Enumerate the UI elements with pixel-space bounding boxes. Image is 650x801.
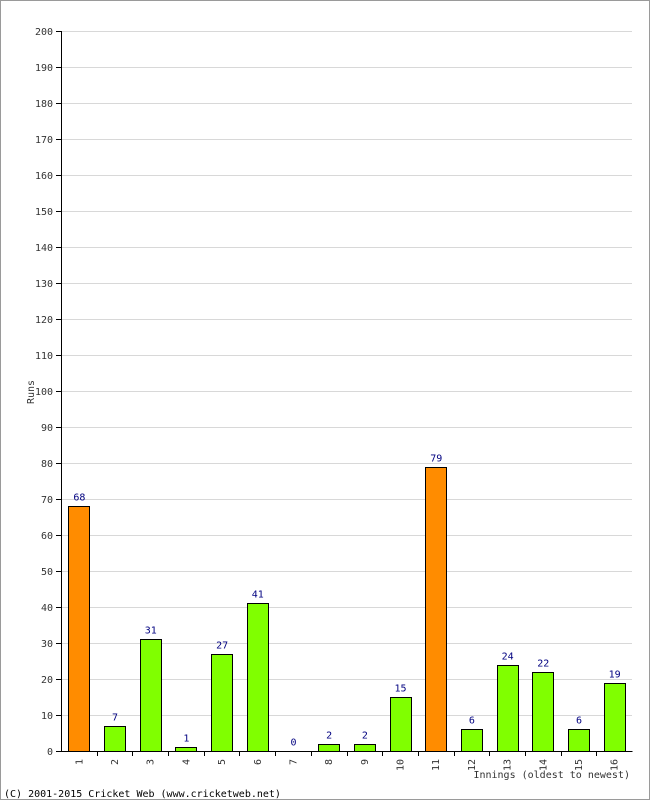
bar-value-label: 19	[609, 670, 621, 681]
x-tick-label: 9	[360, 759, 371, 765]
bar-innings-9	[354, 744, 376, 752]
y-tick-label: 190	[35, 63, 53, 74]
x-tick-label: 12	[467, 759, 478, 771]
bar-innings-1	[68, 506, 90, 752]
bar-value-label: 68	[73, 493, 85, 504]
bar-value-label: 41	[252, 590, 264, 601]
bar-innings-4	[175, 747, 197, 752]
y-tick-label: 50	[41, 567, 53, 578]
bar-value-label: 2	[362, 731, 368, 742]
y-tick-label: 70	[41, 495, 53, 506]
y-tick-label: 130	[35, 279, 53, 290]
grid-lines	[61, 31, 632, 716]
bar-innings-6	[247, 603, 269, 752]
bar-value-label: 31	[145, 626, 157, 637]
x-tick-label: 3	[146, 759, 157, 765]
y-axis-ticks: 0 10 20 30 40 50 60 70 80 90 100 110 120 130 140 150 160…	[35, 27, 61, 758]
x-tick-label: 13	[503, 759, 514, 771]
y-tick-label: 60	[41, 531, 53, 542]
y-tick-label: 160	[35, 171, 53, 182]
y-tick-label: 0	[47, 747, 53, 758]
bar-innings-5	[211, 654, 233, 752]
y-tick-label: 140	[35, 243, 53, 254]
bar-innings-3	[140, 639, 162, 752]
x-tick-label: 10	[396, 759, 407, 771]
x-tick-label: 8	[324, 759, 335, 765]
y-tick-label: 100	[35, 387, 53, 398]
x-tick-label: 1	[74, 759, 85, 765]
x-tick-label: 7	[288, 759, 299, 765]
bar-innings-14	[532, 672, 554, 752]
x-tick-label: 14	[538, 759, 549, 771]
bar-value-label: 6	[469, 716, 475, 727]
bar-innings-13	[497, 665, 519, 752]
x-tick-label: 15	[574, 759, 585, 771]
x-tick-label: 5	[217, 759, 228, 765]
y-tick-label: 40	[41, 603, 53, 614]
bar-value-label: 1	[183, 734, 189, 745]
x-axis-title: Innings (oldest to newest)	[473, 770, 630, 781]
y-tick-label: 30	[41, 639, 53, 650]
bar-innings-12	[461, 729, 483, 752]
x-axis-ticks: 1 2 3 4 5 6 7 8 9 10 11 12 13 14 15 16	[74, 751, 621, 771]
y-tick-label: 120	[35, 315, 53, 326]
bar-value-label: 24	[502, 652, 514, 663]
x-tick-label: 11	[431, 759, 442, 771]
bar-value-label: 6	[576, 716, 582, 727]
y-tick-label: 180	[35, 99, 53, 110]
copyright-footer: (C) 2001-2015 Cricket Web (www.cricketwe…	[4, 789, 281, 800]
bar-innings-10	[390, 697, 412, 752]
y-tick-label: 200	[35, 27, 53, 38]
y-tick-label: 10	[41, 711, 53, 722]
bars	[68, 467, 626, 752]
y-tick-label: 20	[41, 675, 53, 686]
bar-value-label: 7	[112, 713, 118, 724]
y-axis-title: Runs	[26, 380, 37, 404]
y-tick-label: 80	[41, 459, 53, 470]
bar-value-label: 0	[290, 738, 296, 749]
y-tick-label: 90	[41, 423, 53, 434]
y-tick-label: 110	[35, 351, 53, 362]
bar-value-label: 22	[537, 659, 549, 670]
bar-value-label: 2	[326, 731, 332, 742]
bar-innings-16	[604, 683, 626, 752]
y-tick-label: 170	[35, 135, 53, 146]
x-tick-label: 4	[181, 759, 192, 765]
x-tick-label: 6	[253, 759, 264, 765]
x-tick-label: 16	[610, 759, 621, 771]
bar-innings-8	[318, 744, 340, 752]
bar-innings-2	[104, 726, 126, 752]
bar-value-label: 27	[216, 641, 228, 652]
bar-value-label: 79	[430, 454, 442, 465]
x-tick-label: 2	[110, 759, 121, 765]
bar-value-label: 15	[395, 684, 407, 695]
bar-innings-11	[425, 467, 447, 752]
bar-innings-15	[568, 729, 590, 752]
y-tick-label: 150	[35, 207, 53, 218]
